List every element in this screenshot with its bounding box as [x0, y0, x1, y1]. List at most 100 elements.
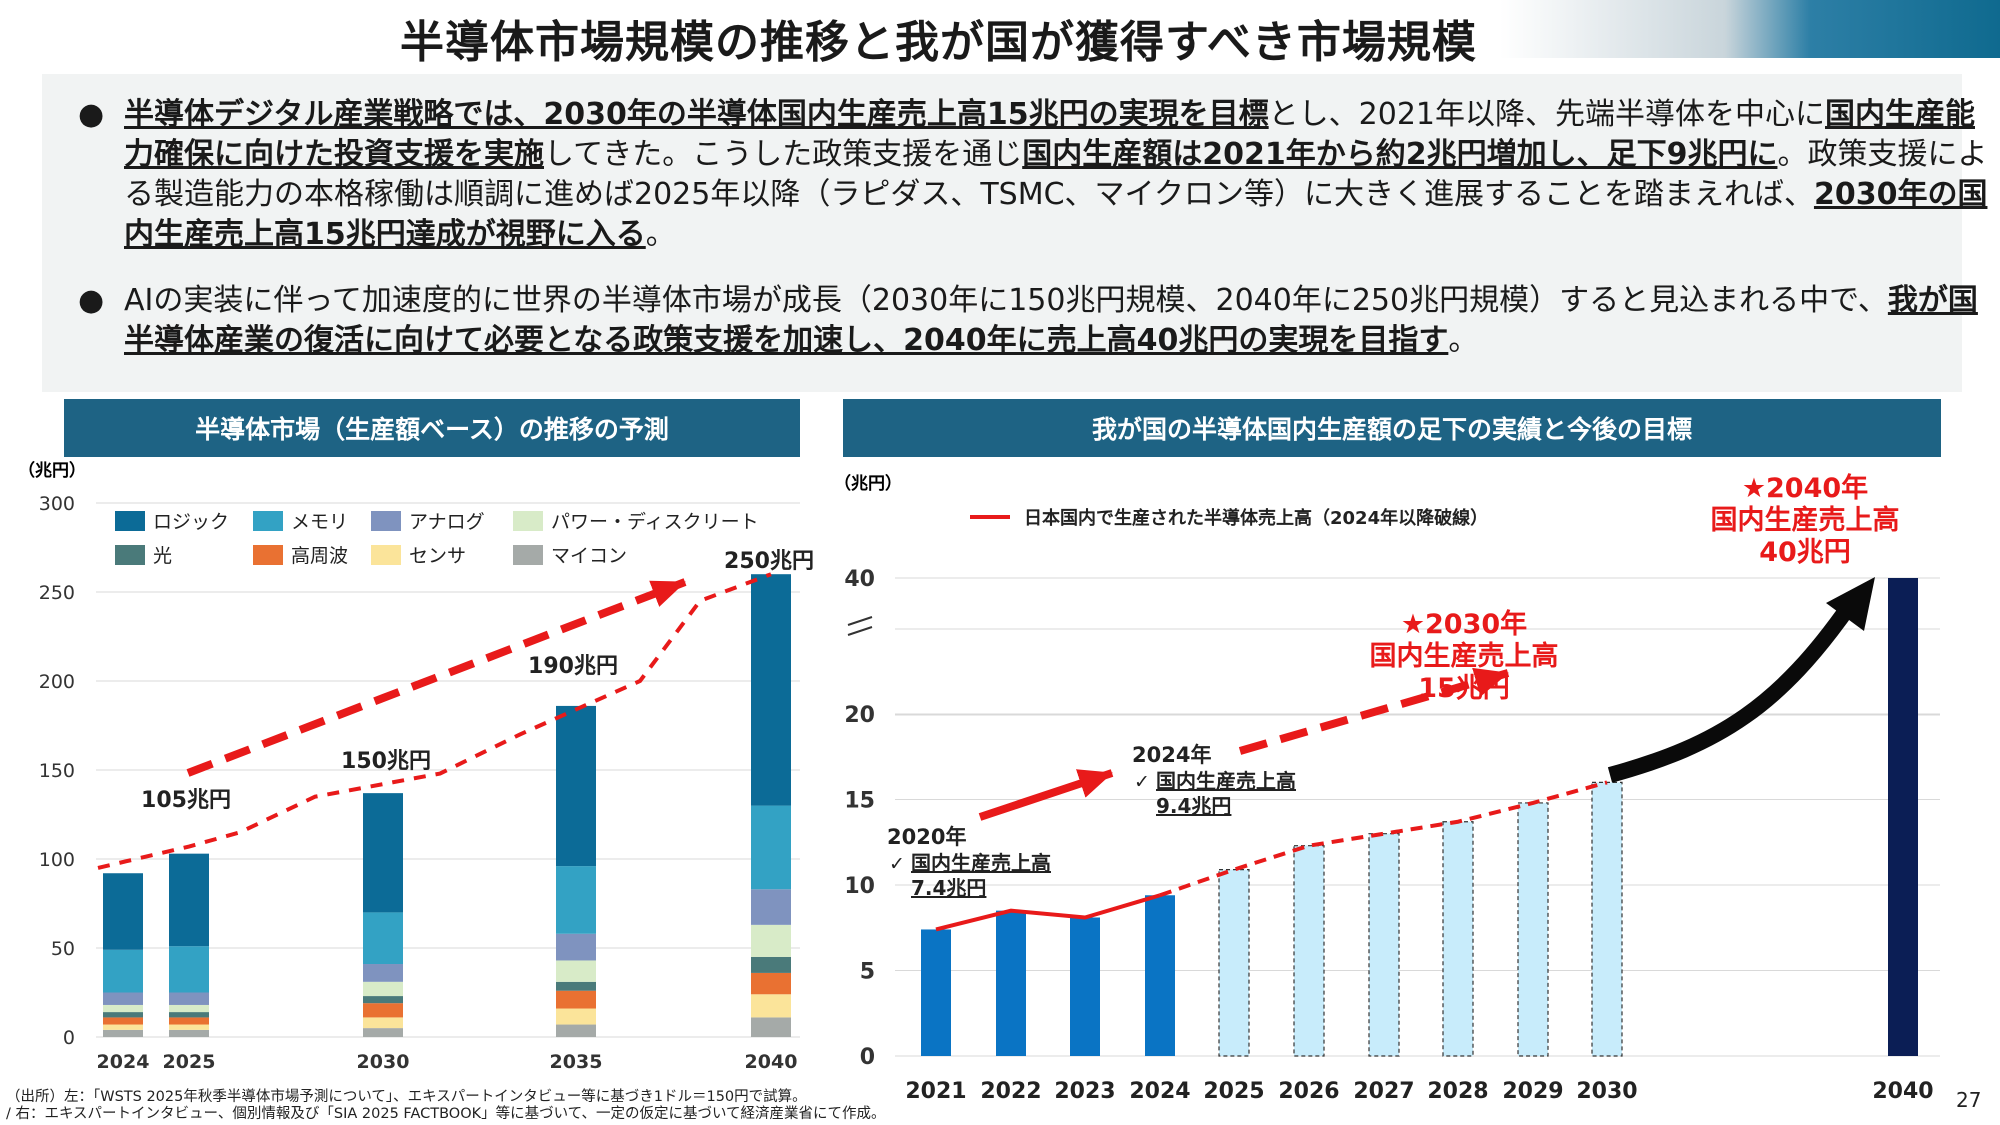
title-accent-bar	[1500, 0, 2000, 58]
actual-bar	[1145, 895, 1175, 1056]
market-size-label: 190兆円	[528, 654, 618, 679]
y-tick-label: 250	[39, 582, 75, 604]
projected-sales-line	[1159, 780, 1608, 898]
projected-bar	[1218, 869, 1250, 1057]
legend-swatch	[371, 511, 401, 531]
bar-segment	[169, 1012, 209, 1018]
x-tick-label: 2026	[1278, 1079, 1339, 1104]
bar-segment	[751, 994, 791, 1018]
axis-break-mark	[847, 616, 873, 626]
bar-segment	[556, 1024, 596, 1037]
market-size-label: 105兆円	[141, 788, 231, 813]
y-tick-label: 200	[39, 671, 75, 693]
bar-segment	[169, 1017, 209, 1025]
y-tick-label: 5	[860, 960, 875, 985]
bar-segment	[103, 1024, 143, 1030]
x-tick-label: 2040	[745, 1051, 798, 1073]
x-tick-label: 2030	[1576, 1079, 1637, 1104]
bar-segment	[363, 1017, 403, 1029]
target-label: 国内生産売上高	[1711, 504, 1900, 536]
y-tick-label: 20	[844, 703, 875, 728]
page-number: 27	[1956, 1088, 1982, 1112]
y-tick-label: 0	[63, 1027, 75, 1049]
x-tick-label: 2025	[1203, 1079, 1264, 1104]
legend-swatch	[253, 545, 283, 565]
title-bar: 半導体市場規模の推移と我が国が獲得すべき市場規模	[0, 0, 2000, 68]
bar-segment	[556, 705, 596, 867]
y-tick-label: 10	[844, 874, 875, 899]
target-arrow-head-icon	[1826, 577, 1875, 631]
bar-segment	[103, 1017, 143, 1025]
projected-bar	[1442, 821, 1474, 1057]
x-tick-label: 2035	[550, 1051, 603, 1073]
projected-bar	[1517, 802, 1549, 1057]
bar-segment	[169, 992, 209, 1005]
annotation-value: 9.4兆円	[1156, 794, 1231, 818]
legend-swatch	[513, 511, 543, 531]
bar-segment	[363, 981, 403, 997]
bar-segment	[363, 964, 403, 982]
footnote-line-2: / 右：エキスパートインタビュー、個別情報及び「SIA 2025 FACTBOO…	[6, 1106, 886, 1122]
bar-segment	[556, 866, 596, 934]
footnote-line-1: （出所）左：「WSTS 2025年秋季半導体市場予測について」、エキスパートイン…	[6, 1089, 807, 1105]
bullet-2-run-2: 。	[1448, 323, 1479, 358]
bar-segment	[363, 1028, 403, 1037]
bar-segment	[751, 1017, 791, 1037]
summary-box	[42, 74, 1962, 392]
y-tick-label: 15	[844, 789, 875, 814]
legend-label: 光	[153, 545, 172, 567]
annotation-label: 国内生産売上高	[911, 851, 1051, 875]
projected-bar	[1368, 833, 1400, 1057]
bar-segment	[169, 946, 209, 993]
bar-segment	[556, 1008, 596, 1025]
market-size-label: 150兆円	[341, 749, 431, 774]
growth-dashed-line	[97, 572, 772, 870]
growth-arrow	[186, 578, 687, 777]
y-tick-label: 0	[860, 1045, 875, 1070]
growth-arrow-dashed	[1238, 667, 1510, 755]
projected-bar	[1591, 781, 1623, 1057]
x-tick-label: 2029	[1502, 1079, 1563, 1104]
annotation-year: 2020年	[887, 825, 966, 849]
bar-segment	[103, 992, 143, 1005]
actual-bar	[1070, 917, 1100, 1056]
bar-segment	[363, 793, 403, 913]
bullet-1-run-2: 国内生産能力確保に向けた投資支援を実施	[124, 97, 1976, 172]
x-tick-label: 2023	[1054, 1079, 1115, 1104]
bar-segment	[751, 889, 791, 925]
x-tick-label: 2027	[1353, 1079, 1414, 1104]
x-tick-label: 2028	[1427, 1079, 1488, 1104]
bar-segment	[103, 873, 143, 950]
bullet-1-run-5: 。政策支援による製造能力の本格稼働は順調に進めば2025年以降（ラピダス、TSM…	[124, 137, 1988, 212]
target-bar	[1888, 578, 1918, 1056]
actual-sales-line	[935, 893, 1161, 932]
bullet-1-run-0: 半導体デジタル産業戦略では、2030年の半導体国内生産売上高15兆円の実現を目標	[124, 97, 1269, 132]
bullet-2-text: AIの実装に伴って加速度的に世界の半導体市場が成長（2030年に150兆円規模、…	[124, 281, 1994, 361]
bar-segment	[751, 972, 791, 995]
legend-label: 日本国内で生産された半導体売上高（2024年以降破線）	[1024, 507, 1488, 529]
target-label: ★2040年	[1742, 472, 1868, 504]
bullet-2-run-1: 我が国半導体産業の復活に向けて必要となる政策支援を加速し、2040年に売上高40…	[124, 283, 1978, 358]
left-chart: （兆円） 0 50 100 150 200 250 300 2024 2025 2030 2035 20…	[18, 460, 814, 1073]
x-tick-label: 2025	[163, 1051, 216, 1073]
legend-label: ロジック	[153, 511, 229, 533]
bar-segment	[363, 912, 403, 965]
y-tick-label: 150	[39, 760, 75, 782]
bar-segment	[103, 1029, 143, 1037]
bar-segment	[556, 981, 596, 991]
bullet-dot-icon: ●	[78, 97, 105, 132]
target-label: 国内生産売上高	[1370, 640, 1559, 672]
x-tick-label: 2021	[905, 1079, 966, 1104]
y-tick-label: 100	[39, 849, 75, 871]
bullet-1-run-6: 2030年の国内生産売上高15兆円達成が視野に入る	[124, 177, 1988, 252]
bullet-dot-icon: ●	[78, 283, 105, 318]
annotation-label: 国内生産売上高	[1156, 769, 1296, 793]
bullet-1-run-4: 国内生産額は2021年から約2兆円増加し、足下9兆円に	[1022, 137, 1778, 172]
check-icon: ✓	[1134, 771, 1150, 793]
legend-swatch	[115, 545, 145, 565]
legend-label: マイコン	[551, 545, 627, 567]
bar-segment	[556, 960, 596, 982]
legend-swatch	[253, 511, 283, 531]
legend-label: アナログ	[409, 511, 485, 533]
bar-segment	[751, 956, 791, 973]
